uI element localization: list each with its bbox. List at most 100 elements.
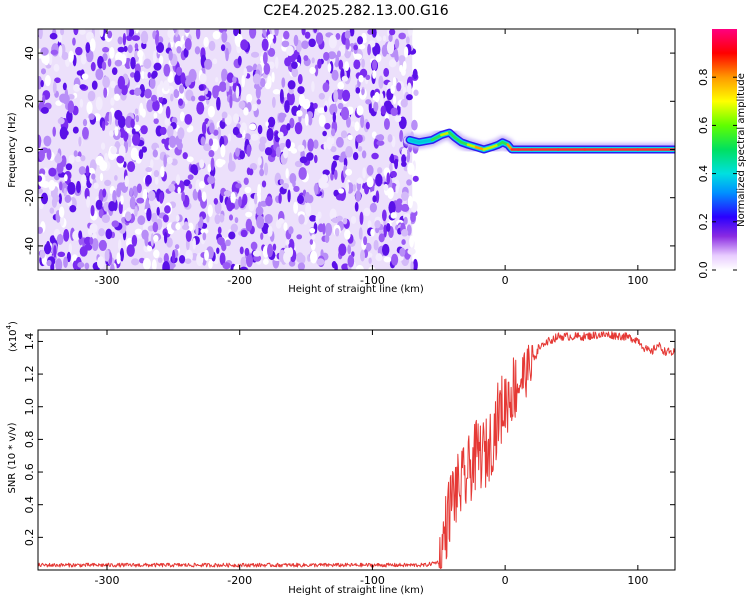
noise-speckle [323, 51, 330, 61]
noise-speckle [235, 85, 240, 99]
noise-speckle [352, 184, 357, 192]
signal-ridge [403, 126, 675, 156]
noise-speckle [378, 233, 385, 243]
noise-speckle [190, 95, 196, 102]
noise-speckle [38, 175, 43, 182]
noise-speckle [278, 112, 287, 119]
spectrogram-y-axis: -40 -20 0 20 40 [23, 46, 675, 255]
noise-speckle [215, 77, 219, 83]
noise-speckle [294, 122, 303, 135]
noise-speckle [90, 205, 95, 217]
noise-speckle [330, 146, 337, 153]
noise-speckle [227, 160, 236, 172]
noise-speckle [182, 224, 190, 231]
noise-speckle [372, 69, 377, 79]
noise-speckle [365, 74, 371, 81]
noise-speckle [379, 92, 384, 105]
noise-speckle [265, 196, 273, 207]
noise-speckle [324, 222, 333, 237]
noise-speckle [100, 142, 106, 150]
noise-speckle [178, 84, 185, 94]
noise-speckle [102, 46, 110, 53]
noise-speckle [158, 192, 164, 204]
noise-speckle [394, 38, 400, 49]
noise-speckle [198, 95, 206, 102]
spectrogram-x-tick-label: 0 [502, 274, 509, 287]
noise-speckle [180, 72, 186, 85]
noise-speckle [219, 252, 226, 266]
noise-speckle [163, 253, 169, 264]
noise-speckle [272, 96, 276, 108]
noise-speckle [353, 53, 363, 60]
noise-speckle [212, 85, 219, 99]
noise-speckle [296, 110, 303, 117]
noise-speckle [262, 258, 269, 265]
noise-speckle [281, 77, 286, 88]
noise-speckle [407, 248, 416, 255]
noise-speckle [264, 82, 272, 90]
spectrogram-y-tick-label: 40 [23, 46, 36, 60]
noise-speckle [55, 258, 63, 270]
noise-speckle [82, 118, 88, 127]
noise-speckle [250, 241, 258, 251]
noise-speckle [179, 111, 185, 122]
noise-speckle [38, 226, 43, 234]
colorbar: 0.0 0.2 0.4 0.6 0.8 Normalized spectral ampl… [697, 29, 747, 279]
noise-speckle [162, 261, 170, 270]
noise-speckle [52, 81, 57, 94]
noise-speckle [63, 187, 67, 197]
noise-speckle [78, 230, 83, 240]
ridge-core-segment [440, 131, 451, 137]
noise-speckle [156, 42, 165, 53]
noise-speckle [140, 30, 149, 45]
spectrogram-x-tick-label: -100 [360, 274, 385, 287]
noise-speckle [367, 43, 371, 56]
noise-speckle [150, 94, 158, 102]
noise-speckle [73, 150, 78, 157]
noise-speckle [267, 225, 273, 237]
noise-speckle [85, 42, 91, 54]
noise-speckle [287, 189, 291, 203]
noise-speckle [403, 46, 409, 58]
noise-speckle [345, 38, 350, 50]
noise-speckle [75, 155, 82, 163]
noise-speckle [96, 256, 105, 269]
noise-speckle [130, 56, 136, 70]
noise-speckle [208, 40, 216, 52]
noise-speckle [187, 174, 194, 181]
noise-speckle [152, 221, 159, 233]
noise-speckle [168, 50, 173, 61]
noise-speckle [360, 114, 365, 129]
noise-speckle [143, 58, 152, 69]
noise-speckle [225, 47, 229, 62]
noise-speckle [208, 138, 214, 147]
noise-speckle [50, 49, 59, 55]
noise-speckle [187, 222, 194, 232]
noise-speckle [117, 115, 126, 129]
noise-speckle [383, 118, 390, 130]
noise-speckle [265, 121, 269, 127]
noise-speckle [183, 47, 189, 58]
snr-series-line [38, 331, 675, 569]
noise-speckle [327, 51, 337, 60]
noise-speckle [308, 38, 316, 48]
noise-speckle [159, 55, 164, 65]
noise-speckle [302, 98, 311, 110]
noise-speckle [58, 44, 63, 58]
noise-speckle [131, 234, 138, 247]
noise-speckle [244, 186, 252, 194]
noise-speckle [356, 105, 364, 116]
noise-speckle [112, 189, 117, 204]
noise-speckle [116, 252, 121, 265]
noise-speckle [137, 215, 146, 226]
noise-speckle [254, 83, 260, 90]
noise-speckle [203, 143, 212, 152]
noise-speckle [333, 169, 338, 180]
noise-speckle [107, 58, 112, 67]
noise-speckle [286, 92, 292, 100]
noise-speckle [368, 257, 372, 264]
snr-scale-prefix: (x10 [8, 329, 19, 352]
noise-speckle [129, 196, 136, 210]
noise-speckle [116, 155, 125, 164]
noise-speckle [367, 220, 372, 229]
